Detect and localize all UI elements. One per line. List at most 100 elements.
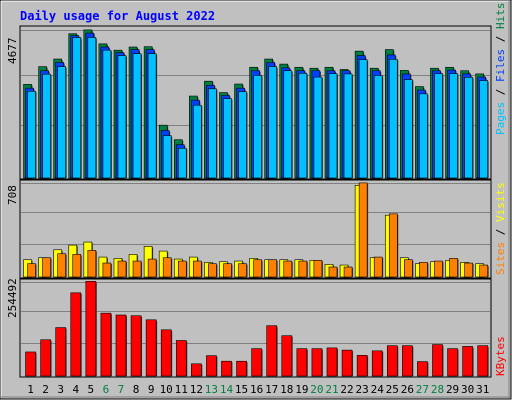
hits-max-label: 4677 [6, 38, 19, 65]
bar-pages-day25 [388, 59, 398, 179]
bar-pages-day16 [253, 75, 262, 179]
bar-kbytes-day24 [371, 350, 383, 377]
legend-hits: Hits [494, 3, 507, 30]
bar-kbytes-day8 [130, 315, 142, 377]
bar-pages-day11 [177, 147, 187, 179]
day-label-4: 4 [72, 383, 79, 396]
legend-kbytes-panel: KBytes [494, 336, 507, 376]
bar-sites-day31 [479, 264, 489, 278]
bar-sites-day3 [57, 253, 66, 278]
bar-kbytes-day22 [341, 349, 353, 377]
day-label-12: 12 [190, 383, 203, 396]
bar-sites-day21 [328, 266, 338, 278]
bar-sites-day11 [177, 260, 187, 278]
bar-sites-day19 [298, 260, 308, 278]
bar-pages-day29 [449, 73, 458, 179]
bar-pages-day5 [87, 37, 97, 179]
bar-sites-day4 [72, 254, 82, 278]
day-label-19: 19 [295, 383, 308, 396]
bar-sites-day26 [404, 259, 413, 278]
bar-pages-day14 [223, 98, 232, 179]
bar-sites-day14 [223, 263, 232, 278]
chart-title: Daily usage for August 2022 [20, 9, 215, 23]
day-label-27: 27 [416, 383, 429, 396]
bar-pages-day22 [343, 73, 353, 179]
bar-sites-day6 [102, 262, 112, 278]
bar-pages-day17 [268, 66, 278, 179]
bar-kbytes-day14 [221, 360, 232, 377]
bar-pages-day19 [298, 72, 308, 179]
bar-kbytes-day11 [175, 340, 187, 377]
bar-kbytes-day28 [432, 344, 443, 377]
bar-pages-day27 [419, 93, 428, 179]
bar-kbytes-day30 [462, 346, 473, 377]
bar-sites-day20 [313, 260, 323, 278]
bar-sites-day23 [358, 182, 368, 278]
bar-pages-day4 [72, 37, 82, 179]
day-label-28: 28 [431, 383, 444, 396]
legend-sites: Sites [494, 242, 507, 275]
day-label-26: 26 [401, 383, 414, 396]
bar-sites-day25 [388, 213, 398, 278]
day-label-23: 23 [356, 383, 369, 396]
bar-sites-day17 [268, 259, 278, 278]
bar-sites-day12 [193, 260, 202, 278]
bar-sites-day2 [42, 257, 51, 278]
kbytes-max-label: 254492 [6, 278, 19, 318]
bar-kbytes-day29 [447, 348, 458, 377]
bar-sites-day16 [253, 259, 262, 278]
bar-kbytes-day7 [115, 314, 127, 377]
day-label-14: 14 [220, 383, 234, 396]
bar-pages-day7 [117, 55, 127, 179]
bar-sites-day8 [132, 260, 142, 278]
bar-kbytes-day12 [191, 363, 202, 377]
bar-kbytes-day1 [25, 351, 36, 377]
bar-kbytes-day10 [160, 329, 172, 377]
bar-sites-day18 [283, 260, 293, 278]
bar-pages-day20 [313, 76, 323, 179]
bar-pages-day26 [404, 79, 413, 179]
day-axis: 1 2 3 4 5 6 7 8 9 10 11 12 13 14 15 16 17 18 19 20 21 22 23 24 2… [27, 383, 489, 396]
bar-pages-day28 [434, 73, 443, 179]
bar-kbytes-day15 [236, 360, 247, 377]
bar-kbytes-day2 [40, 339, 51, 377]
bar-sites-day24 [373, 256, 383, 278]
day-label-15: 15 [235, 383, 248, 396]
bar-kbytes-day31 [477, 345, 489, 377]
day-label-5: 5 [88, 383, 95, 396]
day-label-11: 11 [175, 383, 188, 396]
bar-kbytes-day21 [326, 347, 338, 377]
bar-kbytes-day27 [417, 361, 428, 377]
legend-hits-panel: Pages / Files / Hits [494, 3, 507, 136]
bar-sites-day1 [27, 263, 36, 278]
bar-pages-day2 [42, 73, 51, 179]
day-label-10: 10 [160, 383, 173, 396]
day-label-6: 6 [103, 383, 110, 396]
bar-kbytes-day18 [281, 335, 293, 377]
bar-kbytes-day5 [85, 281, 97, 377]
bar-sites-day13 [208, 263, 217, 278]
bar-kbytes-day4 [70, 292, 82, 377]
bar-sites-day15 [238, 263, 247, 278]
day-label-29: 29 [446, 383, 459, 396]
bar-sites-day27 [419, 262, 428, 278]
legend-pages: Pages [494, 102, 507, 135]
day-label-25: 25 [386, 383, 399, 396]
bar-sites-day28 [434, 260, 443, 278]
bar-pages-day10 [162, 135, 172, 179]
day-label-24: 24 [371, 383, 385, 396]
day-label-1: 1 [27, 383, 34, 396]
legend-sep-2: / [494, 29, 507, 49]
legend-sites-panel: Sites / Visits [494, 182, 507, 275]
bar-pages-day13 [208, 88, 217, 179]
bar-kbytes-day9 [145, 319, 157, 377]
day-label-13: 13 [205, 383, 218, 396]
day-label-30: 30 [461, 383, 474, 396]
day-label-31: 31 [476, 383, 489, 396]
bar-sites-day9 [147, 258, 157, 278]
bar-sites-day29 [449, 258, 458, 278]
legend-kbytes: KBytes [494, 336, 507, 376]
day-label-9: 9 [148, 383, 155, 396]
legend-sep-1: / [494, 82, 507, 102]
